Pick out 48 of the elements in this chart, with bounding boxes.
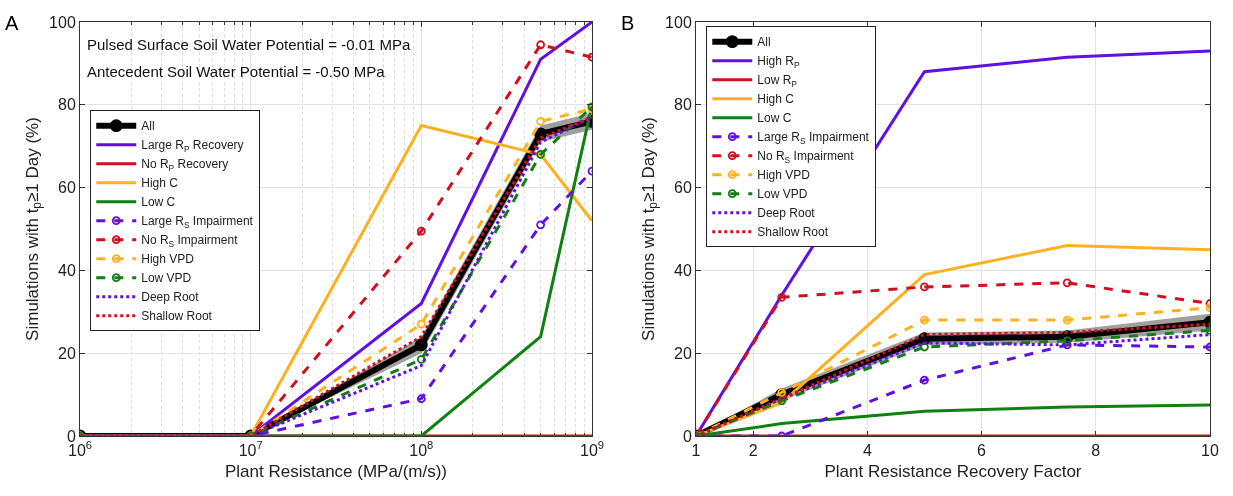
legend-label: High VPD bbox=[757, 168, 811, 183]
y-tick-label: 100 bbox=[665, 13, 692, 31]
x-tick-label: 2 bbox=[748, 442, 758, 460]
legend-label: Low VPD bbox=[141, 271, 192, 286]
x-tick-label: 10 bbox=[1201, 442, 1219, 460]
x-tick-label: 8 bbox=[1091, 442, 1101, 460]
y-tick-label: 80 bbox=[58, 96, 76, 114]
x-tick-label: 4 bbox=[862, 442, 872, 460]
legend-label: Shallow Root bbox=[757, 225, 829, 240]
legend-label: All bbox=[757, 35, 771, 50]
legend-label: Large R$_{S}$ Impairment bbox=[757, 130, 870, 146]
legend-label: Low VPD bbox=[757, 187, 808, 202]
x-tick-label: 1 bbox=[691, 442, 701, 460]
x-tick-label: 10$^{7}$ bbox=[238, 439, 263, 460]
x-tick-label: 10$^{8}$ bbox=[409, 439, 434, 460]
legend-label: Low C bbox=[757, 111, 792, 126]
legend-label: No R$_{S}$ Impairment bbox=[757, 149, 855, 165]
legend-label: Low R$_{P}$ bbox=[757, 73, 798, 89]
legend-label: High R$_{P}$ bbox=[757, 54, 800, 70]
text: B bbox=[621, 12, 635, 34]
legend-label: High VPD bbox=[141, 252, 195, 267]
x-tick-label: 10$^{9}$ bbox=[579, 439, 605, 460]
x-tick-label: 6 bbox=[977, 442, 987, 460]
y-tick-label: 100 bbox=[49, 13, 76, 31]
legend-label: Large R$_{P}$ Recovery bbox=[141, 138, 244, 154]
legend-label: Deep Root bbox=[141, 290, 200, 305]
y-tick-label: 20 bbox=[674, 344, 692, 362]
legend-label: No R$_{P}$ Recovery bbox=[141, 157, 229, 173]
y-tick-label: 40 bbox=[674, 262, 692, 279]
y-tick-label: 40 bbox=[58, 262, 76, 279]
x-axis-title: Plant Resistance Recovery Factor bbox=[824, 461, 1082, 481]
legend-label: Low C bbox=[141, 195, 176, 210]
y-tick-label: 0 bbox=[682, 427, 692, 445]
text: A bbox=[5, 12, 19, 34]
x-axis-title: Plant Resistance (MPa/(m/s)) bbox=[225, 461, 447, 481]
legend-label: Large R$_{S}$ Impairment bbox=[141, 214, 254, 230]
y-tick-label: 20 bbox=[58, 344, 76, 362]
annotation: Antecedent Soil Water Potential = -0.50 MPa bbox=[87, 63, 386, 80]
legend-label: No R$_{S}$ Impairment bbox=[141, 233, 239, 249]
annotation: Pulsed Surface Soil Water Potential = -0.01 MPa bbox=[87, 36, 412, 53]
y-tick-label: 60 bbox=[58, 179, 76, 197]
legend-label: High C bbox=[141, 176, 179, 191]
legend-label: High C bbox=[757, 92, 795, 107]
y-tick-label: 80 bbox=[674, 96, 692, 114]
legend-label: Deep Root bbox=[757, 206, 816, 221]
legend-label: Shallow Root bbox=[141, 309, 213, 324]
legend-label: All bbox=[141, 119, 155, 134]
y-tick-label: 60 bbox=[674, 179, 692, 197]
